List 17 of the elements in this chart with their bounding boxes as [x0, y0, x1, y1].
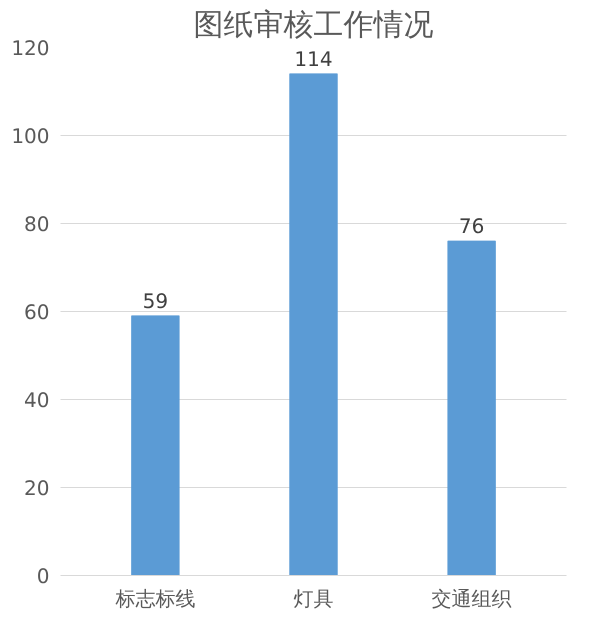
x-tick-label: 标志标线 [114, 586, 196, 610]
y-tick-label: 100 [11, 124, 50, 148]
y-tick-label: 120 [11, 36, 50, 60]
y-tick-label: 0 [36, 564, 50, 588]
data-label: 76 [458, 214, 484, 238]
data-label: 114 [294, 46, 333, 71]
y-tick-label: 60 [24, 300, 50, 324]
y-tick-label: 20 [24, 476, 50, 500]
bar [289, 73, 338, 576]
x-tick-label: 灯具 [294, 586, 334, 610]
y-tick-label: 40 [24, 388, 50, 412]
data-label: 59 [142, 288, 168, 313]
bar [447, 240, 496, 576]
chart-title: 图纸审核工作情况 [194, 8, 434, 42]
bar [131, 315, 180, 576]
y-tick-label: 80 [24, 212, 50, 236]
x-tick-label: 交通组织 [432, 586, 512, 610]
